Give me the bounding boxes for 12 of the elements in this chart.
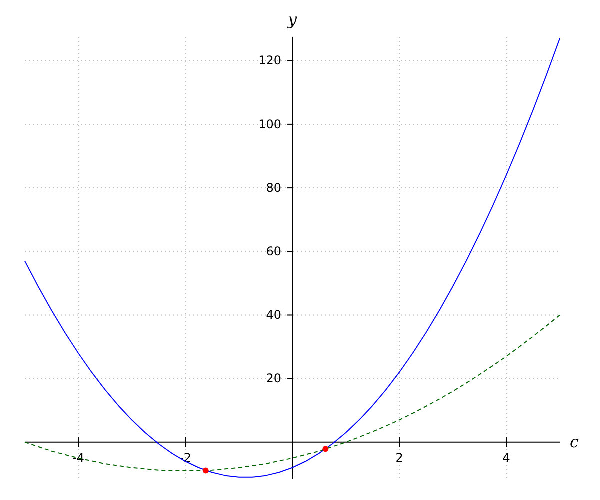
x-tick-label: 2	[396, 450, 404, 465]
y-tick-label: 60	[266, 244, 282, 258]
x-tick-label: 4	[502, 450, 510, 465]
y-tick-label: 40	[266, 308, 282, 322]
y-tick-label: 100	[258, 117, 282, 132]
y-tick-label: 80	[266, 180, 282, 195]
y-axis-title: y	[286, 10, 298, 29]
y-tick-label: 20	[266, 372, 282, 386]
line-series	[24, 38, 560, 478]
y-tick-label: 120	[258, 54, 282, 68]
x-axis-title: c	[570, 432, 579, 452]
x-tick-label: -4	[72, 450, 84, 465]
